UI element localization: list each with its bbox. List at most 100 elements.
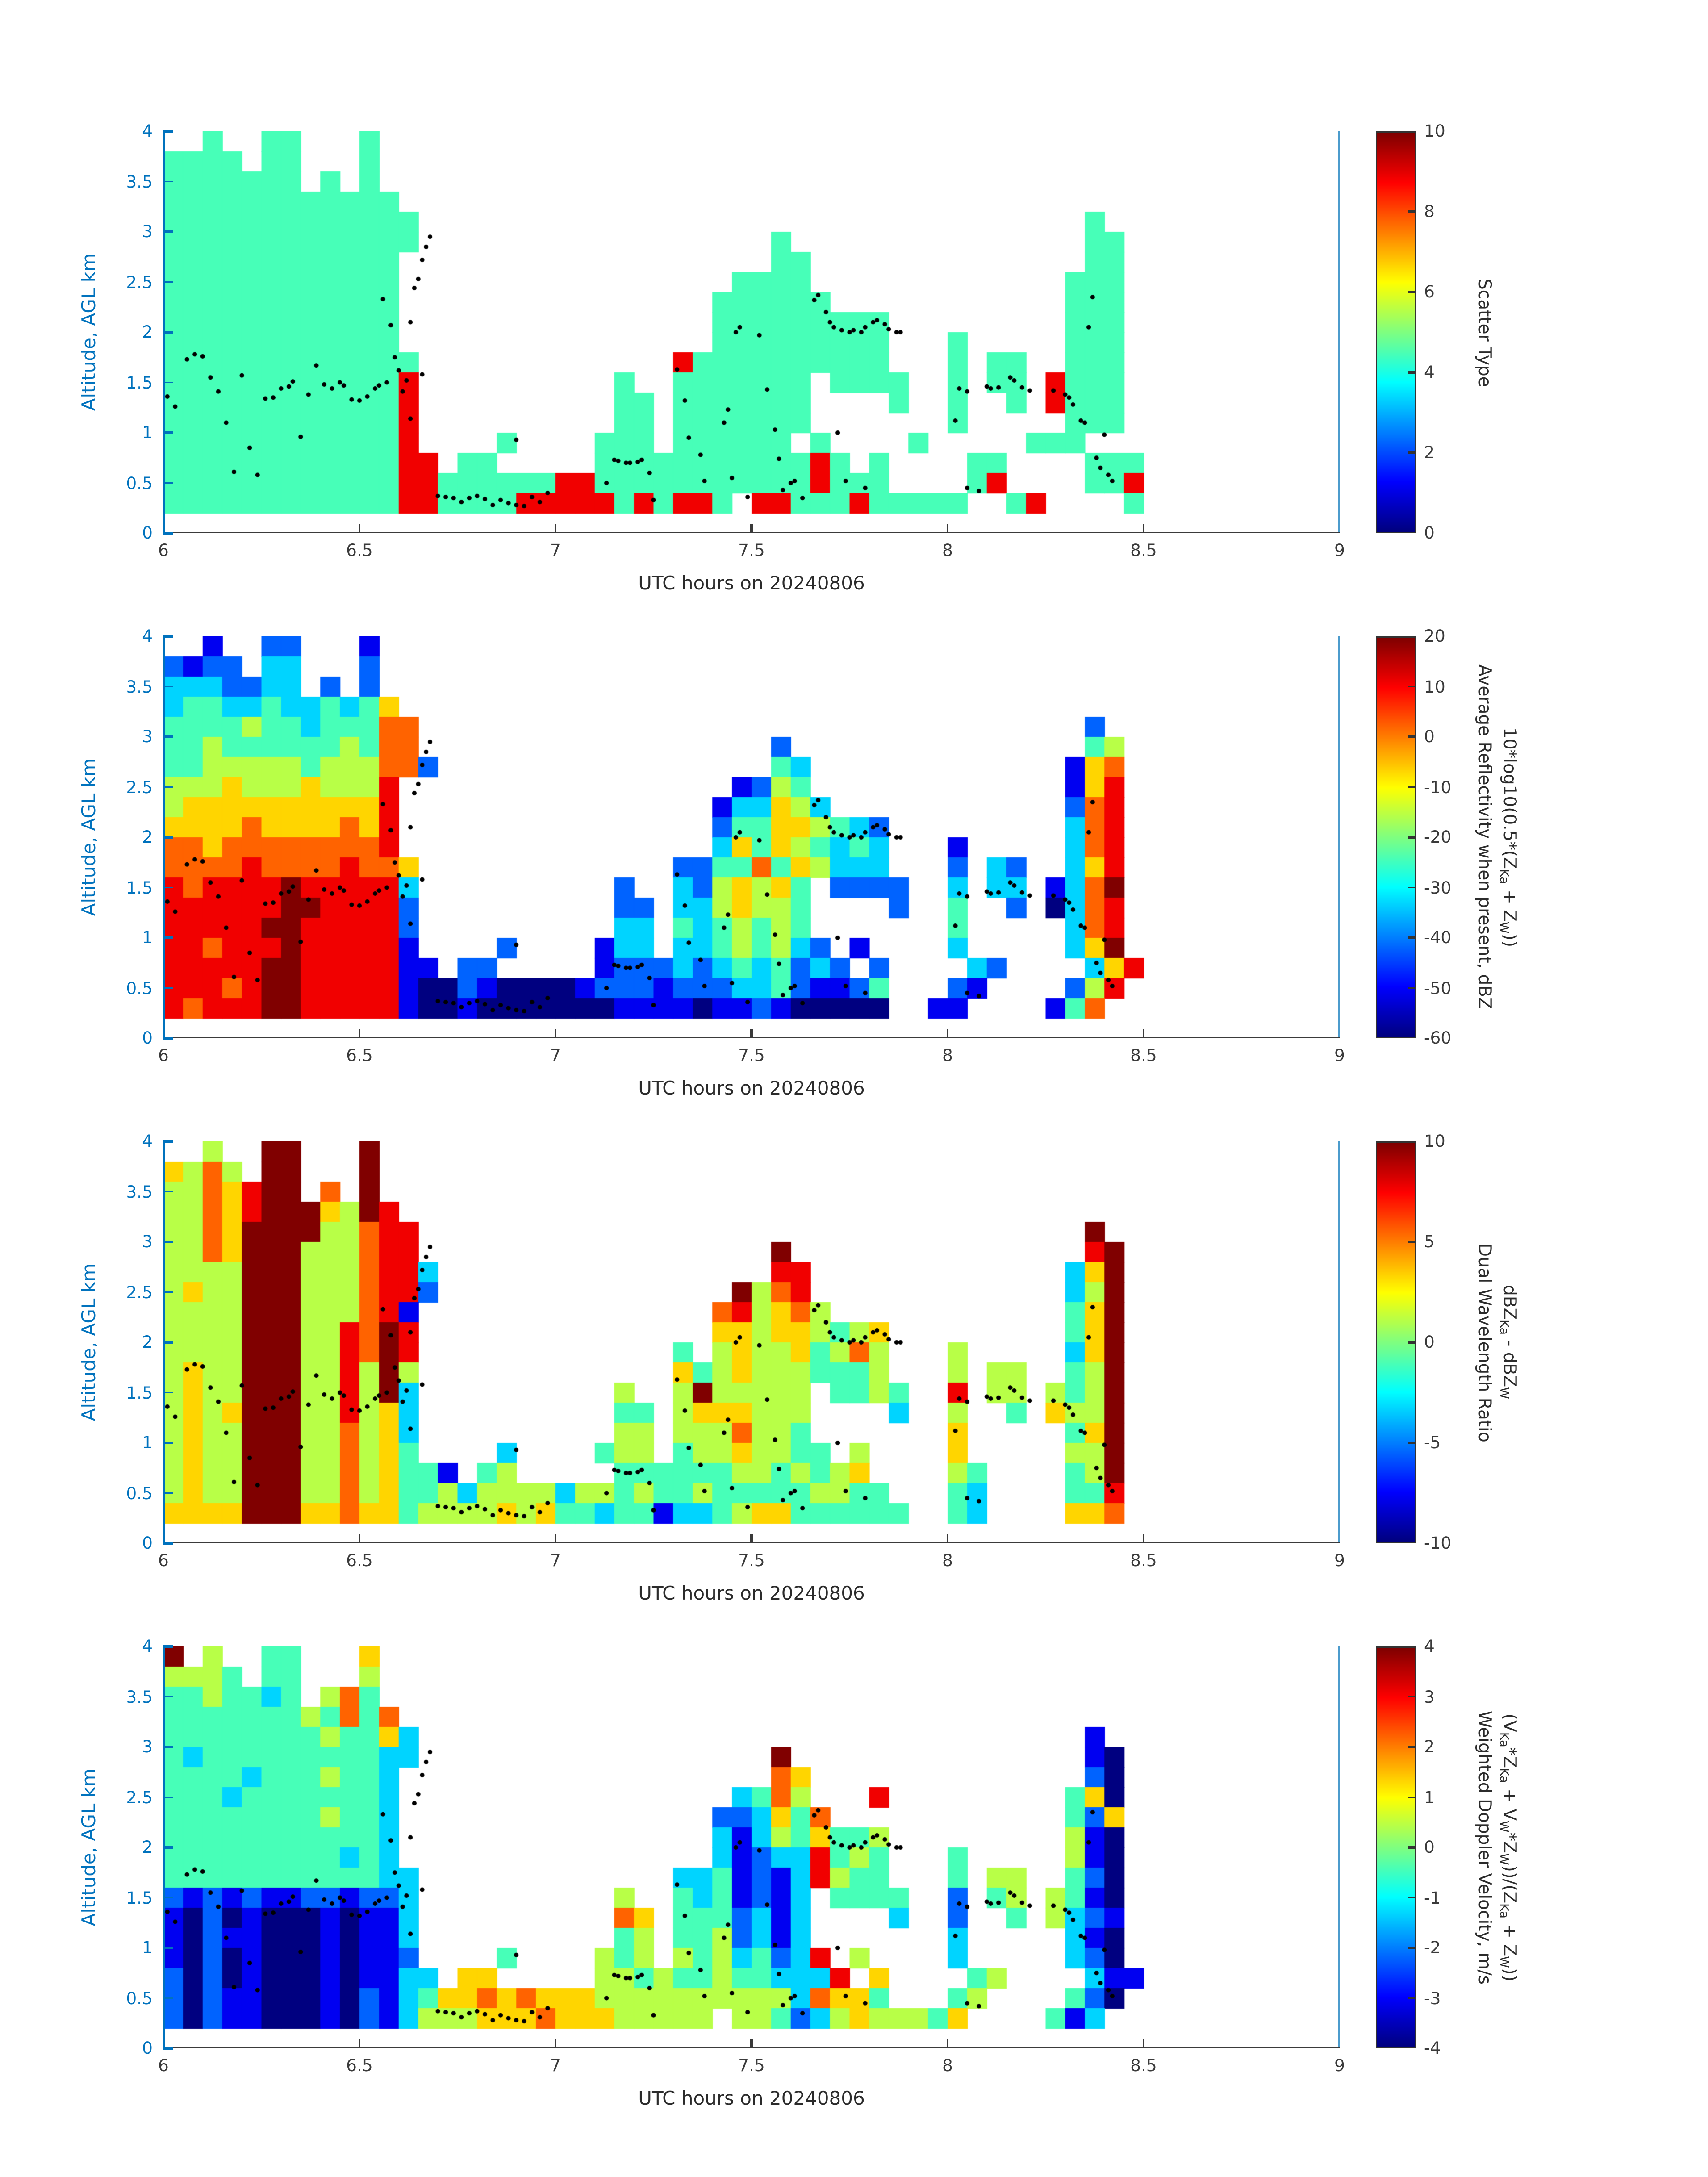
colorbar-tick-mark bbox=[1407, 1696, 1415, 1698]
x-tick-label: 6 bbox=[158, 540, 169, 560]
x-tick-label: 8 bbox=[942, 1045, 953, 1065]
x-tick-label: 7.5 bbox=[738, 1550, 765, 1570]
y-tick-label: 3 bbox=[142, 1736, 153, 1756]
x-tick-mark bbox=[1143, 524, 1144, 533]
colorbar-label-line: (VKa*ZKa + VW*ZW))/(ZKa + ZW)) bbox=[1496, 1713, 1519, 1982]
y-tick-mark bbox=[163, 432, 173, 434]
y-tick-label: 0 bbox=[142, 1533, 153, 1553]
plot-area bbox=[163, 131, 1340, 533]
x-tick-mark bbox=[555, 1029, 556, 1038]
colorbar-tick-mark bbox=[1407, 1442, 1415, 1444]
y-tick-mark bbox=[163, 281, 173, 283]
y-tick-label: 4 bbox=[142, 626, 153, 646]
y-tick-mark bbox=[163, 1997, 173, 1999]
colorbar-tick-mark bbox=[1407, 886, 1415, 889]
colorbar-tick-mark bbox=[1407, 1746, 1415, 1748]
y-tick-mark bbox=[163, 635, 173, 637]
colorbar-tick-label: 6 bbox=[1424, 281, 1435, 301]
colorbar-tick-label: -30 bbox=[1424, 877, 1452, 897]
colorbar-tick-label: -2 bbox=[1424, 1937, 1441, 1957]
x-tick-mark bbox=[555, 2039, 556, 2048]
x-tick-mark bbox=[751, 524, 752, 533]
colorbar-tick-label: -4 bbox=[1424, 2038, 1441, 2058]
y-tick-mark bbox=[163, 381, 173, 384]
colorbar-tick-mark bbox=[1407, 685, 1415, 688]
colorbar-tick-mark bbox=[1407, 1341, 1415, 1343]
x-tick-mark bbox=[751, 2039, 752, 2048]
y-tick-mark bbox=[163, 1291, 173, 1293]
y-tick-label: 1 bbox=[142, 927, 153, 947]
y-tick-label: 1.5 bbox=[126, 1887, 153, 1907]
panel-reflectivity: Altitude, AGL km UTC hours on 20240806 A… bbox=[0, 623, 1708, 1127]
colorbar-tick-label: -3 bbox=[1424, 1987, 1441, 2008]
y-tick-mark bbox=[163, 130, 173, 132]
colorbar-tick-mark bbox=[1407, 836, 1415, 838]
x-tick-label: 6.5 bbox=[346, 1550, 373, 1570]
colorbar-tick-mark bbox=[1407, 937, 1415, 939]
plot-area bbox=[163, 1141, 1340, 1543]
x-tick-mark bbox=[1143, 1029, 1144, 1038]
x-tick-label: 6.5 bbox=[346, 540, 373, 560]
heatmap-canvas bbox=[163, 636, 1340, 1038]
y-tick-mark bbox=[163, 180, 173, 183]
colorbar-label-line: 10*log10(0.5*(ZKa + ZW)) bbox=[1496, 727, 1519, 948]
x-axis-label: UTC hours on 20240806 bbox=[638, 1078, 865, 1100]
colorbar-tick-label: -10 bbox=[1424, 776, 1452, 797]
y-tick-label: 0.5 bbox=[126, 977, 153, 998]
colorbar-tick-label: 10 bbox=[1424, 121, 1445, 141]
x-tick-label: 6 bbox=[158, 1045, 169, 1065]
right-spine bbox=[1338, 1141, 1340, 1543]
y-tick-mark bbox=[163, 1191, 173, 1193]
y-tick-mark bbox=[163, 1442, 173, 1444]
y-tick-label: 1.5 bbox=[126, 877, 153, 897]
colorbar-tick-label: 0 bbox=[1424, 1837, 1435, 1857]
colorbar-tick-label: 3 bbox=[1424, 1686, 1435, 1706]
colorbar-tick-mark bbox=[1407, 1947, 1415, 1949]
y-tick-label: 2.5 bbox=[126, 271, 153, 292]
x-tick-label: 8 bbox=[942, 540, 953, 560]
y-tick-mark bbox=[163, 987, 173, 989]
colorbar-tick-label: 4 bbox=[1424, 1636, 1435, 1656]
y-tick-label: 2.5 bbox=[126, 1786, 153, 1807]
plot-area bbox=[163, 1646, 1340, 2048]
x-tick-mark bbox=[1143, 2039, 1144, 2048]
colorbar-label: Dual Wavelength Ratio dBZKa - dBZW bbox=[1474, 1141, 1554, 1543]
colorbar-tick-label: -50 bbox=[1424, 977, 1452, 998]
y-tick-label: 3.5 bbox=[126, 1686, 153, 1706]
x-tick-label: 6 bbox=[158, 1550, 169, 1570]
colorbar-tick-label: 0 bbox=[1424, 726, 1435, 746]
y-tick-mark bbox=[163, 532, 173, 534]
x-tick-label: 9 bbox=[1334, 2055, 1345, 2075]
x-tick-mark bbox=[751, 1534, 752, 1543]
colorbar-tick-label: 20 bbox=[1424, 626, 1445, 646]
panel-doppler-velocity: Altitude, AGL km UTC hours on 20240806 W… bbox=[0, 1633, 1708, 2137]
y-tick-label: 0 bbox=[142, 2038, 153, 2058]
y-tick-label: 3 bbox=[142, 1231, 153, 1251]
x-tick-label: 9 bbox=[1334, 1550, 1345, 1570]
y-tick-label: 3.5 bbox=[126, 676, 153, 696]
x-tick-label: 9 bbox=[1334, 1045, 1345, 1065]
x-tick-mark bbox=[947, 1534, 948, 1543]
y-tick-mark bbox=[163, 1037, 173, 1039]
colorbar-tick-label: 4 bbox=[1424, 362, 1435, 382]
colorbar-tick-label: 2 bbox=[1424, 1736, 1435, 1756]
colorbar-tick-mark bbox=[1407, 1897, 1415, 1899]
y-tick-label: 2 bbox=[142, 1837, 153, 1857]
y-tick-mark bbox=[163, 1391, 173, 1394]
y-tick-label: 3 bbox=[142, 726, 153, 746]
x-axis-label: UTC hours on 20240806 bbox=[638, 1584, 865, 1605]
colorbar-gradient bbox=[1377, 133, 1415, 532]
x-tick-label: 7.5 bbox=[738, 2055, 765, 2075]
y-tick-mark bbox=[163, 1341, 173, 1343]
colorbar-tick-label: 10 bbox=[1424, 1131, 1445, 1151]
y-tick-mark bbox=[163, 1241, 173, 1243]
y-tick-mark bbox=[163, 1796, 173, 1798]
colorbar-tick-label: 10 bbox=[1424, 676, 1445, 696]
colorbar-tick-mark bbox=[1407, 736, 1415, 738]
colorbar-tick-label: -40 bbox=[1424, 927, 1452, 947]
colorbar-label-line: Weighted Doppler Velocity, m/s bbox=[1474, 1710, 1494, 1985]
x-tick-label: 8.5 bbox=[1130, 2055, 1157, 2075]
y-tick-mark bbox=[163, 736, 173, 738]
x-tick-label: 7 bbox=[550, 2055, 561, 2075]
y-tick-mark bbox=[163, 937, 173, 939]
